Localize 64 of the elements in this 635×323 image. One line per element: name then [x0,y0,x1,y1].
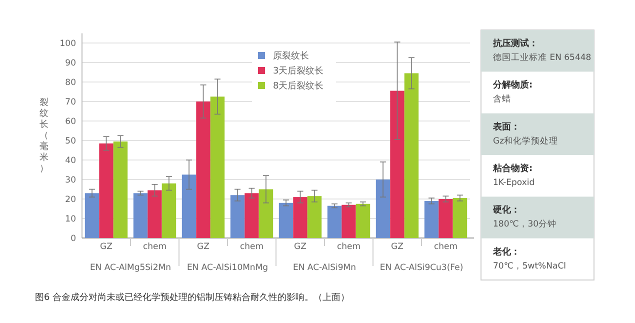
bar [424,200,439,238]
legend-label: 8天后裂纹长 [273,80,324,92]
y-tick-label: 40 [65,156,76,166]
bar [356,204,370,238]
x-tick-label: GZ [294,242,307,252]
bar [390,90,404,238]
bar [452,198,468,238]
text: Gz和化学预处理 [493,135,558,146]
bar [230,195,245,238]
y-tick-label: 30 [65,175,76,186]
x-tick-label: chem [336,242,361,252]
text: 硬化： [492,204,520,216]
bar [84,193,100,238]
y-tick-label: 10 [65,214,76,224]
y-tick-label: 0 [70,234,76,244]
text: 粘合物资: [492,163,533,174]
bar [293,197,308,238]
text: 70℃，5wt%NaCl [493,261,566,272]
x-tick-label: GZ [391,242,404,252]
text: 德国工业标准 EN 65448 [493,52,592,63]
text: EN AC-AlSi10MnMg [186,263,268,273]
bar [258,189,274,238]
caption: 图6 合金成分对尚未或已经化学预处理的铝制压铸粘合耐久性的影响。（上面） [35,292,350,303]
bar [342,204,356,238]
text: EN AC-AlSi9Mn [293,263,356,273]
bar [278,202,294,238]
bar [307,196,322,238]
text: 分解物质: [492,80,533,91]
text: 180℃，30分钟 [493,218,557,230]
bar [99,143,114,238]
x-tick-label: chem [142,242,167,252]
y-tick-label: 70 [65,97,76,108]
x-tick-label: GZ [197,242,210,252]
y-tick-label: 60 [65,116,76,127]
y-tick-label: 50 [65,136,76,146]
y-tick-label: 80 [65,78,76,88]
text: 1K-Epoxid [493,178,535,188]
text: 抗压测试： [492,38,538,49]
bar [210,96,225,238]
y-tick-label: 100 [60,38,76,49]
text: 老化： [492,246,520,258]
y-axis-title: 裂纹长（毫米） [40,97,48,174]
bar [182,174,196,238]
text: EN AC-AlMg5Si2Mn [90,263,172,273]
bar [113,141,128,238]
bar [438,199,453,238]
x-tick-label: chem [434,242,458,252]
bar [162,183,176,238]
bar [404,73,419,238]
text: 表面： [492,121,520,132]
bar [327,206,342,238]
legend-label: 原裂纹长 [273,50,309,62]
legend-label: 3天后裂纹长 [273,66,324,77]
y-tick-label: 90 [65,58,76,68]
text: 含蜡 [493,94,511,105]
y-tick-label: 20 [65,194,76,205]
x-tick-label: chem [240,242,264,252]
bar [244,193,259,238]
bar [376,180,390,238]
bar [196,102,210,238]
bar [133,193,148,238]
x-tick-label: GZ [100,242,113,252]
bar [148,190,162,238]
text: EN AC-AlSi9Cu3(Fe) [380,263,464,273]
